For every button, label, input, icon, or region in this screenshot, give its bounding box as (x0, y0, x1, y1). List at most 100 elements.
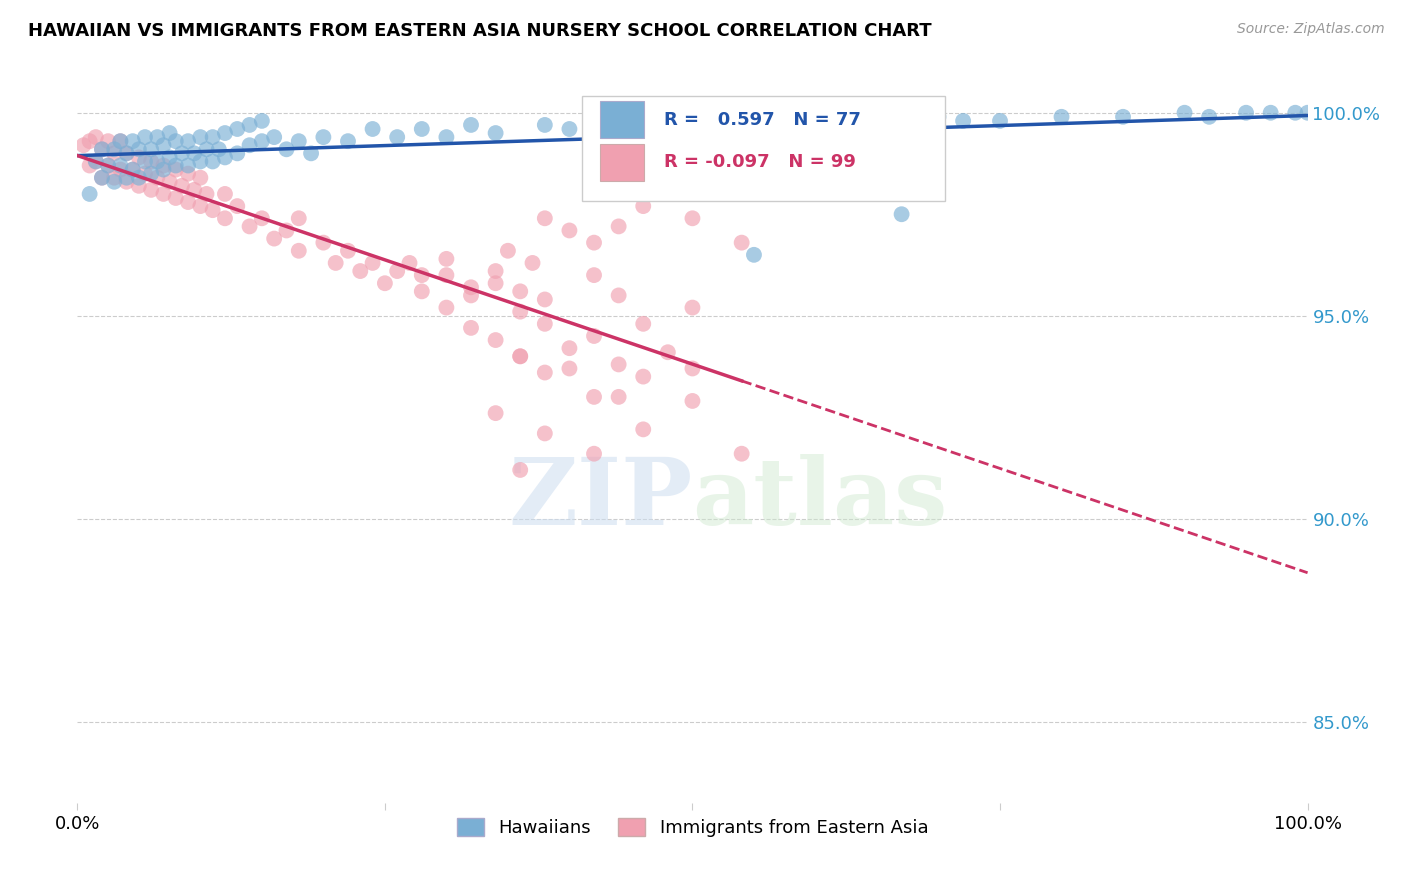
Point (128, 150, 150, 164)
Point (250, 134, 273, 148)
Point (146, 170, 169, 185)
Point (214, 126, 236, 140)
Text: Source: ZipAtlas.com: Source: ZipAtlas.com (1237, 22, 1385, 37)
Point (201, 154, 224, 169)
Point (288, 211, 311, 226)
Point (890, 207, 912, 221)
Point (1234, 105, 1257, 120)
Point (337, 134, 360, 148)
Point (79, 134, 101, 148)
Point (534, 211, 557, 226)
Point (1198, 110, 1220, 124)
Point (152, 138, 174, 153)
Point (731, 235, 754, 250)
Point (128, 178, 150, 193)
Point (214, 150, 236, 164)
Point (385, 130, 409, 145)
Point (141, 142, 163, 156)
Point (188, 170, 212, 185)
Point (121, 162, 143, 177)
Point (436, 130, 458, 145)
Point (84, 130, 107, 145)
Point (115, 146, 138, 161)
Point (682, 301, 704, 315)
Point (115, 146, 138, 161)
Point (90, 142, 114, 156)
Point (374, 277, 396, 291)
Point (534, 293, 557, 307)
Point (214, 186, 236, 201)
Point (250, 114, 273, 128)
Point (633, 369, 655, 384)
Point (436, 268, 458, 282)
Legend: Hawaiians, Immigrants from Eastern Asia: Hawaiians, Immigrants from Eastern Asia (450, 811, 935, 845)
Point (682, 361, 704, 376)
Point (110, 134, 132, 148)
Point (325, 256, 347, 270)
Point (159, 175, 181, 189)
Point (496, 244, 519, 258)
Text: R = -0.097   N = 99: R = -0.097 N = 99 (664, 153, 856, 171)
Point (411, 122, 433, 136)
Point (97, 134, 120, 148)
Point (509, 349, 531, 363)
Point (79, 159, 101, 173)
Point (509, 349, 531, 363)
Point (177, 195, 200, 210)
Point (177, 134, 200, 148)
Point (226, 146, 249, 161)
Text: R =   0.597   N = 77: R = 0.597 N = 77 (664, 111, 860, 128)
Point (159, 150, 181, 164)
Point (121, 134, 143, 148)
Point (731, 447, 754, 461)
Point (146, 130, 169, 145)
Point (288, 244, 311, 258)
Point (485, 406, 508, 420)
Point (558, 361, 581, 376)
Text: atlas: atlas (693, 454, 948, 544)
Point (226, 199, 249, 213)
Point (682, 393, 704, 408)
Point (534, 366, 557, 380)
Point (312, 235, 335, 250)
Point (134, 167, 156, 181)
Point (195, 142, 218, 156)
Point (72, 138, 94, 153)
Point (97, 159, 120, 173)
Point (1260, 105, 1282, 120)
Point (952, 114, 974, 128)
Point (1296, 105, 1319, 120)
Point (103, 175, 125, 189)
Point (509, 285, 531, 299)
Point (534, 118, 557, 132)
Point (84, 154, 107, 169)
Point (349, 264, 371, 278)
Point (214, 211, 236, 226)
Point (485, 264, 508, 278)
Point (583, 390, 606, 404)
Point (385, 264, 409, 278)
Point (633, 422, 655, 436)
Point (742, 118, 765, 132)
Point (583, 268, 606, 282)
Point (607, 358, 630, 372)
Point (79, 186, 101, 201)
Point (866, 114, 889, 128)
FancyBboxPatch shape (582, 96, 945, 201)
Point (583, 447, 606, 461)
Point (115, 170, 138, 185)
Point (607, 390, 630, 404)
Point (460, 321, 482, 335)
Point (558, 341, 581, 355)
Point (141, 167, 163, 181)
Point (110, 134, 132, 148)
Point (115, 175, 138, 189)
Point (183, 183, 205, 197)
Text: ZIP: ZIP (508, 454, 693, 544)
Point (1284, 105, 1306, 120)
Point (239, 138, 262, 153)
Point (276, 142, 298, 156)
Point (134, 130, 156, 145)
Point (436, 252, 458, 266)
Point (165, 134, 187, 148)
